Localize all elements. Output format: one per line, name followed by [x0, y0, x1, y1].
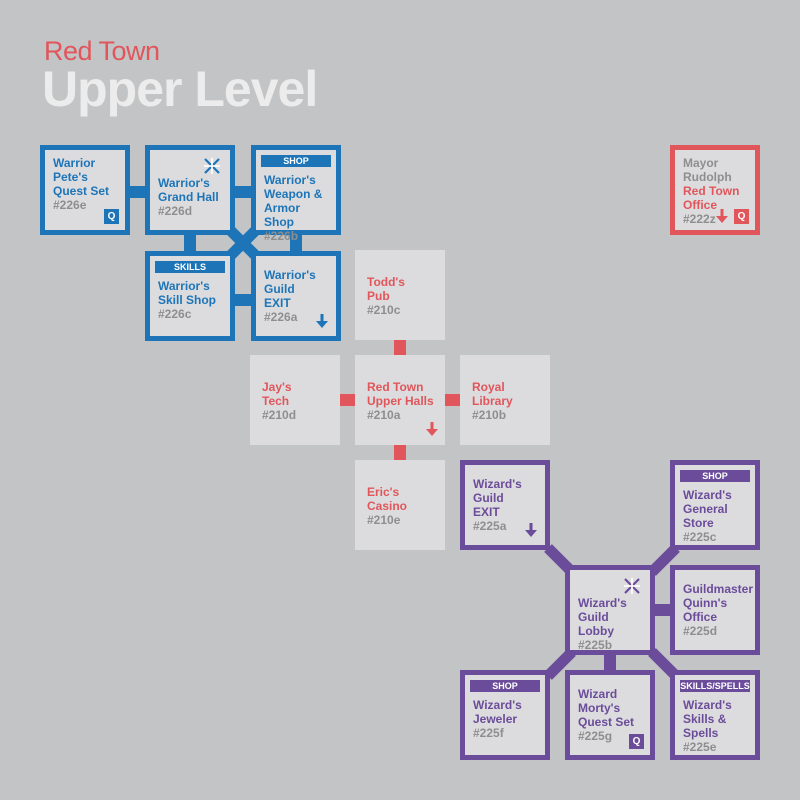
quest-badge: Q	[629, 734, 644, 749]
down-arrow-icon	[316, 314, 328, 328]
room-number: #210d	[262, 408, 297, 422]
connector-tech-halls	[340, 394, 355, 406]
room-erics-casino[interactable]: Eric's Casino #210e	[355, 460, 445, 550]
skills-tag: SKILLS/SPELLS	[680, 680, 750, 692]
room-guildmaster-office[interactable]: Guildmaster Quinn's Office #225d	[670, 565, 760, 655]
connector-pub-halls	[394, 340, 406, 355]
connector-skill-exit	[235, 294, 251, 306]
room-todds-pub[interactable]: Todd's Pub #210c	[355, 250, 445, 340]
room-number: #225f	[473, 726, 504, 740]
quest-badge: Q	[734, 209, 749, 224]
room-number: #225g	[578, 729, 613, 743]
room-number: #210a	[367, 408, 401, 422]
portal-star-icon	[204, 158, 220, 174]
room-number: #226e	[53, 198, 87, 212]
connector-weapon-exit	[290, 235, 302, 251]
room-name: Wizard's Skills & Spells	[683, 698, 732, 740]
room-number: #225d	[683, 624, 718, 638]
connector-grand-weapon	[235, 186, 251, 198]
connector-lobby-guildmaster	[655, 604, 670, 616]
room-number: #226a	[264, 310, 298, 324]
room-name: Eric's Casino	[367, 485, 408, 513]
room-name: Wizard Morty's Quest Set	[578, 687, 635, 729]
connector-grand-skill	[184, 235, 196, 251]
room-royal-library[interactable]: Royal Library #210b	[460, 355, 550, 445]
room-warrior-grand-hall[interactable]: Warrior's Grand Hall #226d	[145, 145, 235, 235]
connector-jeweler-lobby	[544, 648, 576, 680]
quest-badge: Q	[104, 209, 119, 224]
room-warrior-guild-exit[interactable]: Warrior's Guild EXIT #226a	[251, 251, 341, 341]
room-name: Wizard's Guild EXIT	[473, 477, 522, 519]
down-arrow-icon	[716, 209, 728, 223]
room-name: Warrior's Weapon & Armor Shop	[264, 173, 323, 229]
room-number: #210c	[367, 303, 401, 317]
room-name: Wizard's Jeweler	[473, 698, 522, 726]
room-name: Warrior's Skill Shop	[158, 279, 217, 307]
room-name: Red Town Office	[683, 184, 740, 212]
room-name: Guildmaster Quinn's Office	[683, 582, 754, 624]
down-arrow-icon	[525, 523, 537, 537]
room-wizard-morty[interactable]: Wizard Morty's Quest Set #225g Q	[565, 670, 655, 760]
room-number: #225c	[683, 530, 717, 544]
shop-tag: SHOP	[470, 680, 540, 692]
room-name: Warrior's Guild EXIT	[264, 268, 316, 310]
room-wizard-jeweler[interactable]: SHOP Wizard's Jeweler #225f	[460, 670, 550, 760]
room-number: #225a	[473, 519, 507, 533]
room-name: Royal Library	[472, 380, 513, 408]
connector-pete-grand	[130, 186, 146, 198]
room-wizard-skills[interactable]: SKILLS/SPELLS Wizard's Skills & Spells #…	[670, 670, 760, 760]
room-wizard-general-store[interactable]: SHOP Wizard's General Store #225c	[670, 460, 760, 550]
map-title: Upper Level	[42, 61, 318, 117]
room-name: Warrior Pete's Quest Set	[53, 156, 110, 198]
connector-store-lobby	[648, 544, 680, 576]
room-wizard-guild-lobby[interactable]: Wizard's Guild Lobby #225b	[565, 565, 655, 655]
room-warrior-skill-shop[interactable]: SKILLS Warrior's Skill Shop #226c	[145, 251, 235, 341]
room-occupant: Mayor Rudolph	[683, 156, 732, 184]
room-number: #225e	[683, 740, 717, 754]
room-warrior-pete[interactable]: Warrior Pete's Quest Set #226e Q	[40, 145, 130, 235]
room-name: Wizard's General Store	[683, 488, 732, 530]
room-name: Red Town Upper Halls	[367, 380, 434, 408]
room-number: #225b	[578, 638, 613, 652]
shop-tag: SHOP	[680, 470, 750, 482]
room-number: #226d	[158, 204, 193, 218]
room-wizard-guild-exit[interactable]: Wizard's Guild EXIT #225a	[460, 460, 550, 550]
connector-halls-casino	[394, 445, 406, 460]
shop-tag: SHOP	[261, 155, 331, 167]
connector-lobby-morty	[604, 655, 616, 670]
room-number: #226b	[264, 229, 299, 243]
map-subtitle: Red Town	[44, 36, 160, 66]
room-name: Jay's Tech	[262, 380, 292, 408]
room-number: #226c	[158, 307, 192, 321]
room-number: #222z	[683, 212, 716, 226]
room-name: Warrior's Grand Hall	[158, 176, 219, 204]
room-number: #210b	[472, 408, 507, 422]
portal-star-icon	[624, 578, 640, 594]
room-mayor-office[interactable]: Mayor Rudolph Red Town Office #222z Q	[670, 145, 760, 235]
room-warrior-weapon-shop[interactable]: SHOP Warrior's Weapon & Armor Shop #226b	[251, 145, 341, 243]
down-arrow-icon	[426, 422, 438, 436]
room-number: #210e	[367, 513, 401, 527]
room-name: Todd's Pub	[367, 275, 405, 303]
room-name: Wizard's Guild Lobby	[578, 596, 627, 638]
connector-halls-library	[445, 394, 460, 406]
room-jays-tech[interactable]: Jay's Tech #210d	[250, 355, 340, 445]
skills-tag: SKILLS	[155, 261, 225, 273]
room-red-town-upper-halls[interactable]: Red Town Upper Halls #210a	[355, 355, 445, 445]
